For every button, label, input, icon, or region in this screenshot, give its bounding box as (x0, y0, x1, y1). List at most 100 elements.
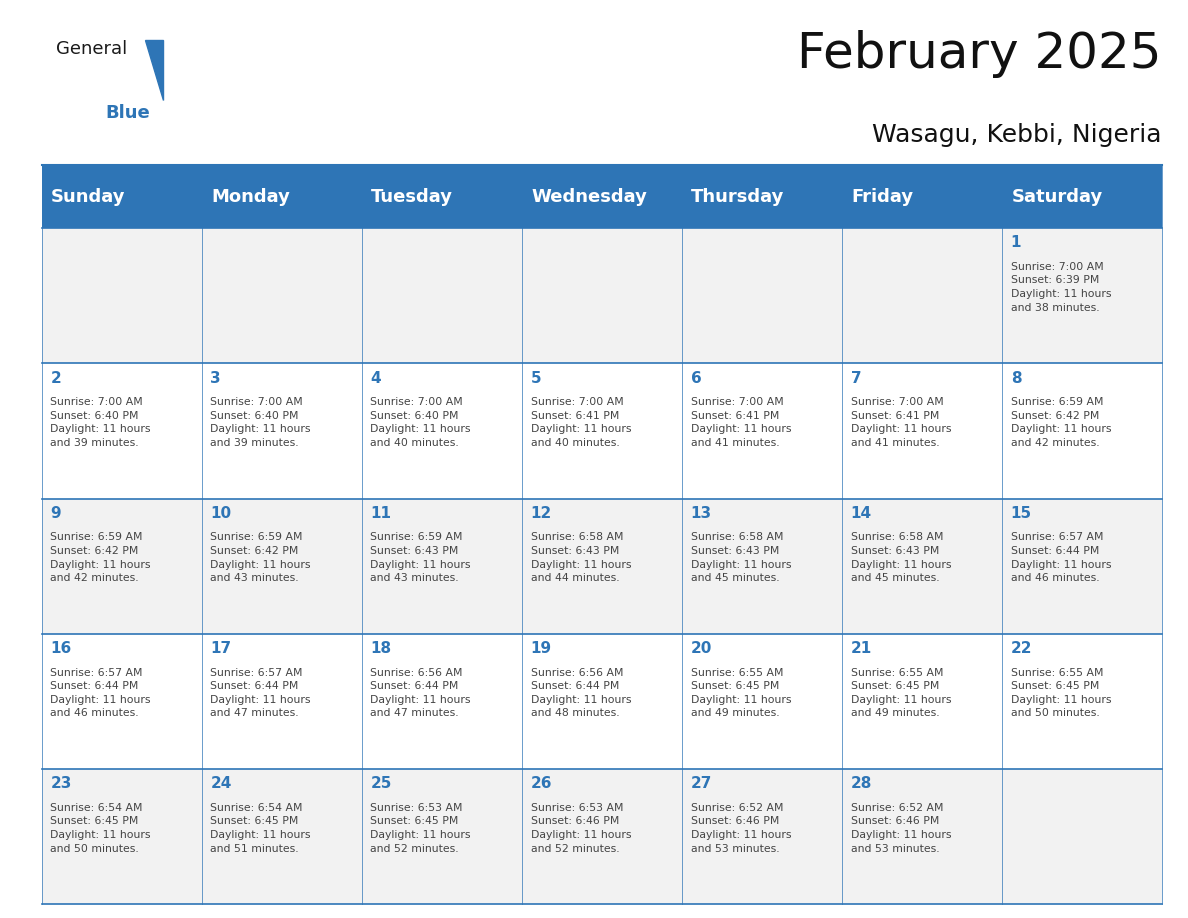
Bar (842, 228, 1001, 364)
Bar (522, 364, 682, 498)
Text: Sunrise: 7:00 AM
Sunset: 6:40 PM
Daylight: 11 hours
and 40 minutes.: Sunrise: 7:00 AM Sunset: 6:40 PM Dayligh… (371, 397, 470, 448)
Text: 15: 15 (1011, 506, 1031, 521)
Bar (842, 165, 1001, 228)
Text: Wasagu, Kebbi, Nigeria: Wasagu, Kebbi, Nigeria (872, 122, 1162, 147)
Text: 16: 16 (50, 641, 71, 656)
Text: Sunrise: 6:59 AM
Sunset: 6:42 PM
Daylight: 11 hours
and 42 minutes.: Sunrise: 6:59 AM Sunset: 6:42 PM Dayligh… (50, 532, 151, 583)
Bar (522, 769, 682, 904)
Text: 26: 26 (531, 777, 552, 791)
Text: Thursday: Thursday (691, 187, 785, 206)
Text: 13: 13 (690, 506, 712, 521)
Text: 12: 12 (531, 506, 551, 521)
Text: 21: 21 (851, 641, 872, 656)
Text: Sunrise: 6:59 AM
Sunset: 6:42 PM
Daylight: 11 hours
and 42 minutes.: Sunrise: 6:59 AM Sunset: 6:42 PM Dayligh… (1011, 397, 1111, 448)
Text: Sunrise: 6:57 AM
Sunset: 6:44 PM
Daylight: 11 hours
and 46 minutes.: Sunrise: 6:57 AM Sunset: 6:44 PM Dayligh… (50, 667, 151, 719)
Bar (202, 633, 361, 769)
Bar (42, 165, 202, 228)
Bar (682, 228, 842, 364)
Text: Sunrise: 6:57 AM
Sunset: 6:44 PM
Daylight: 11 hours
and 46 minutes.: Sunrise: 6:57 AM Sunset: 6:44 PM Dayligh… (1011, 532, 1111, 583)
Text: Sunrise: 7:00 AM
Sunset: 6:39 PM
Daylight: 11 hours
and 38 minutes.: Sunrise: 7:00 AM Sunset: 6:39 PM Dayligh… (1011, 262, 1111, 313)
Text: 8: 8 (1011, 371, 1022, 386)
Text: Sunrise: 6:53 AM
Sunset: 6:46 PM
Daylight: 11 hours
and 52 minutes.: Sunrise: 6:53 AM Sunset: 6:46 PM Dayligh… (531, 803, 631, 854)
Bar (202, 769, 361, 904)
Bar (202, 165, 361, 228)
Text: 9: 9 (50, 506, 61, 521)
Text: 28: 28 (851, 777, 872, 791)
Text: Sunrise: 6:55 AM
Sunset: 6:45 PM
Daylight: 11 hours
and 49 minutes.: Sunrise: 6:55 AM Sunset: 6:45 PM Dayligh… (690, 667, 791, 719)
Text: 1: 1 (1011, 236, 1022, 251)
Text: Sunrise: 6:56 AM
Sunset: 6:44 PM
Daylight: 11 hours
and 48 minutes.: Sunrise: 6:56 AM Sunset: 6:44 PM Dayligh… (531, 667, 631, 719)
Bar (1001, 498, 1162, 633)
Text: 3: 3 (210, 371, 221, 386)
Bar (361, 165, 522, 228)
Bar (42, 633, 202, 769)
Bar (522, 498, 682, 633)
Text: Sunrise: 6:54 AM
Sunset: 6:45 PM
Daylight: 11 hours
and 51 minutes.: Sunrise: 6:54 AM Sunset: 6:45 PM Dayligh… (210, 803, 311, 854)
Bar (42, 769, 202, 904)
Text: 24: 24 (210, 777, 232, 791)
Text: Friday: Friday (852, 187, 914, 206)
Text: Sunrise: 6:59 AM
Sunset: 6:42 PM
Daylight: 11 hours
and 43 minutes.: Sunrise: 6:59 AM Sunset: 6:42 PM Dayligh… (210, 532, 311, 583)
Bar (42, 228, 202, 364)
Bar (202, 228, 361, 364)
Bar (1001, 364, 1162, 498)
Text: Sunrise: 6:52 AM
Sunset: 6:46 PM
Daylight: 11 hours
and 53 minutes.: Sunrise: 6:52 AM Sunset: 6:46 PM Dayligh… (690, 803, 791, 854)
Bar (682, 498, 842, 633)
Text: Sunday: Sunday (51, 187, 126, 206)
Bar (522, 633, 682, 769)
Bar (1001, 769, 1162, 904)
Text: Saturday: Saturday (1011, 187, 1102, 206)
Text: Tuesday: Tuesday (372, 187, 454, 206)
Text: Sunrise: 6:58 AM
Sunset: 6:43 PM
Daylight: 11 hours
and 45 minutes.: Sunrise: 6:58 AM Sunset: 6:43 PM Dayligh… (690, 532, 791, 583)
Text: 17: 17 (210, 641, 232, 656)
Bar (202, 498, 361, 633)
Bar (682, 769, 842, 904)
Text: 6: 6 (690, 371, 701, 386)
Text: Sunrise: 6:55 AM
Sunset: 6:45 PM
Daylight: 11 hours
and 49 minutes.: Sunrise: 6:55 AM Sunset: 6:45 PM Dayligh… (851, 667, 952, 719)
Bar (522, 165, 682, 228)
Text: 4: 4 (371, 371, 381, 386)
Text: February 2025: February 2025 (797, 30, 1162, 78)
Text: Sunrise: 6:57 AM
Sunset: 6:44 PM
Daylight: 11 hours
and 47 minutes.: Sunrise: 6:57 AM Sunset: 6:44 PM Dayligh… (210, 667, 311, 719)
Text: 27: 27 (690, 777, 712, 791)
Text: Sunrise: 7:00 AM
Sunset: 6:41 PM
Daylight: 11 hours
and 41 minutes.: Sunrise: 7:00 AM Sunset: 6:41 PM Dayligh… (851, 397, 952, 448)
Text: Sunrise: 6:55 AM
Sunset: 6:45 PM
Daylight: 11 hours
and 50 minutes.: Sunrise: 6:55 AM Sunset: 6:45 PM Dayligh… (1011, 667, 1111, 719)
Text: 19: 19 (531, 641, 551, 656)
Bar (1001, 165, 1162, 228)
Text: Sunrise: 6:59 AM
Sunset: 6:43 PM
Daylight: 11 hours
and 43 minutes.: Sunrise: 6:59 AM Sunset: 6:43 PM Dayligh… (371, 532, 470, 583)
Bar (682, 364, 842, 498)
Text: Sunrise: 6:58 AM
Sunset: 6:43 PM
Daylight: 11 hours
and 45 minutes.: Sunrise: 6:58 AM Sunset: 6:43 PM Dayligh… (851, 532, 952, 583)
Bar (361, 364, 522, 498)
Text: Blue: Blue (106, 104, 150, 122)
Text: 14: 14 (851, 506, 872, 521)
Text: 10: 10 (210, 506, 232, 521)
Bar (361, 498, 522, 633)
Text: Monday: Monday (211, 187, 290, 206)
Bar (1001, 633, 1162, 769)
Bar (1001, 228, 1162, 364)
Text: Sunrise: 6:54 AM
Sunset: 6:45 PM
Daylight: 11 hours
and 50 minutes.: Sunrise: 6:54 AM Sunset: 6:45 PM Dayligh… (50, 803, 151, 854)
Bar (842, 769, 1001, 904)
Bar (842, 633, 1001, 769)
Text: General: General (56, 40, 127, 58)
Text: Sunrise: 6:53 AM
Sunset: 6:45 PM
Daylight: 11 hours
and 52 minutes.: Sunrise: 6:53 AM Sunset: 6:45 PM Dayligh… (371, 803, 470, 854)
Text: 7: 7 (851, 371, 861, 386)
Bar (202, 364, 361, 498)
Bar (522, 228, 682, 364)
Bar (42, 498, 202, 633)
Bar (682, 165, 842, 228)
Text: 11: 11 (371, 506, 392, 521)
Bar (361, 633, 522, 769)
Text: Sunrise: 6:52 AM
Sunset: 6:46 PM
Daylight: 11 hours
and 53 minutes.: Sunrise: 6:52 AM Sunset: 6:46 PM Dayligh… (851, 803, 952, 854)
Text: Sunrise: 6:58 AM
Sunset: 6:43 PM
Daylight: 11 hours
and 44 minutes.: Sunrise: 6:58 AM Sunset: 6:43 PM Dayligh… (531, 532, 631, 583)
Bar (682, 633, 842, 769)
Bar (842, 498, 1001, 633)
Text: Sunrise: 7:00 AM
Sunset: 6:40 PM
Daylight: 11 hours
and 39 minutes.: Sunrise: 7:00 AM Sunset: 6:40 PM Dayligh… (50, 397, 151, 448)
Text: 18: 18 (371, 641, 392, 656)
Text: 2: 2 (50, 371, 61, 386)
Bar (361, 228, 522, 364)
Text: Sunrise: 7:00 AM
Sunset: 6:40 PM
Daylight: 11 hours
and 39 minutes.: Sunrise: 7:00 AM Sunset: 6:40 PM Dayligh… (210, 397, 311, 448)
Bar (842, 364, 1001, 498)
Text: 20: 20 (690, 641, 712, 656)
Bar (361, 769, 522, 904)
